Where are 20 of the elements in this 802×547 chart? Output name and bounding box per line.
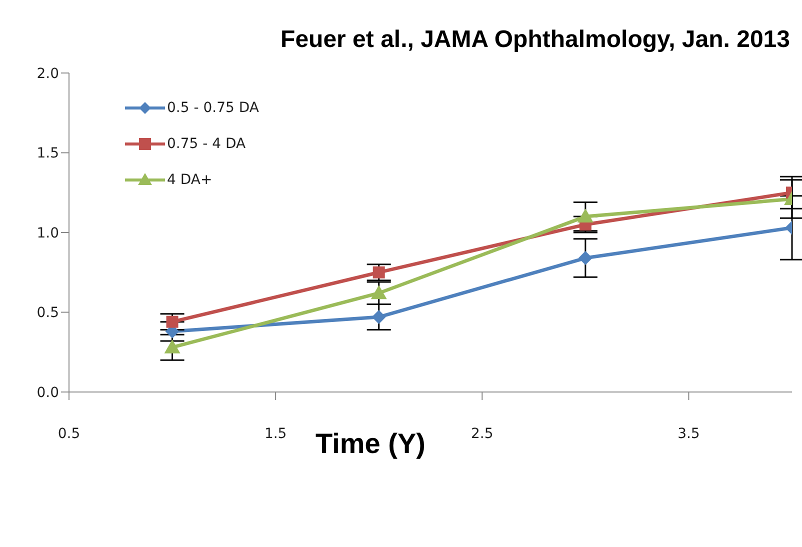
y-tick-label: 1.5 [36, 146, 59, 162]
point [578, 251, 592, 266]
point [577, 208, 594, 223]
x-tick-label: 2.5 [471, 426, 494, 442]
x-tick-label: 1.5 [264, 426, 287, 442]
x-tick-label: 0.5 [58, 426, 80, 442]
x-tick-label: 3.5 [678, 426, 700, 442]
point [164, 339, 180, 354]
legend-label: 4 DA+ [167, 172, 212, 188]
y-tick-label: 0.0 [36, 384, 59, 401]
point [372, 310, 386, 324]
legend-label: 0.5 - 0.75 DA [167, 100, 259, 116]
y-tick-label: 2.0 [36, 66, 59, 82]
legend-label: 0.75 - 4 DA [167, 136, 246, 152]
y-tick-label: 1.0 [36, 225, 59, 242]
x-axis-title: Time (Y) [316, 428, 426, 459]
y-tick-label: 0.5 [36, 305, 59, 322]
point [370, 285, 387, 300]
point [166, 316, 178, 328]
chart-title: Feuer et al., JAMA Ophthalmology, Jan. 2013 [280, 26, 790, 53]
